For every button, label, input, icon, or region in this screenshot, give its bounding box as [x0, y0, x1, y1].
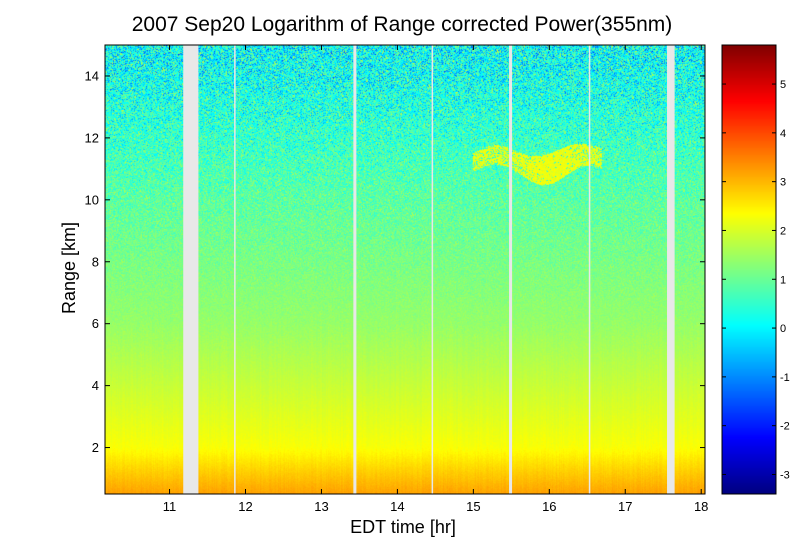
data-gap [588, 45, 591, 494]
y-tick-label: 6 [92, 316, 99, 331]
data-gap [667, 45, 675, 494]
y-axis-label: Range [km] [59, 222, 79, 314]
y-tick-label: 14 [85, 68, 99, 83]
colorbar-tick-label: 2 [780, 225, 786, 237]
x-tick-label: 16 [542, 499, 556, 514]
colorbar-tick-label: -1 [780, 372, 790, 384]
colorbar-tick-label: 0 [780, 323, 786, 335]
colorbar-tick-label: 4 [780, 128, 786, 140]
x-tick-label: 15 [466, 499, 480, 514]
colorbar: -3 -2 -1 0 1 2 3 4 5 [721, 44, 790, 495]
data-gap [431, 45, 434, 494]
colorbar-tick-label: -3 [780, 469, 790, 481]
y-tick-label: 8 [92, 254, 99, 269]
colorbar-ticks: -3 -2 -1 0 1 2 3 4 5 [722, 79, 790, 481]
x-tick-label: 13 [314, 499, 328, 514]
heatmap-plot: 11 12 13 14 15 16 17 18 2 4 6 8 10 12 14 [85, 44, 708, 514]
x-tick-label: 12 [238, 499, 252, 514]
y-tick-label: 10 [85, 192, 99, 207]
x-tick-label: 17 [618, 499, 632, 514]
data-gap [183, 45, 199, 494]
colorbar-image [722, 45, 776, 494]
colorbar-tick-label: -2 [780, 421, 790, 433]
colorbar-tick-label: 3 [780, 177, 786, 189]
plot-frame [104, 44, 706, 495]
data-gap [234, 45, 236, 494]
data-gaps [183, 45, 675, 494]
colorbar-tick-label: 1 [780, 274, 786, 286]
x-tick-label: 11 [163, 499, 177, 514]
colorbar-tick-label: 5 [780, 79, 786, 91]
y-axis-ticks: 2 4 6 8 10 12 14 [85, 68, 705, 455]
colorbar-frame [721, 44, 777, 495]
y-tick-label: 2 [92, 440, 99, 455]
chart-title: 2007 Sep20 Logarithm of Range corrected … [132, 13, 672, 36]
data-gap [353, 45, 357, 494]
x-tick-label: 18 [694, 499, 708, 514]
data-gap [509, 45, 513, 494]
x-axis-label: EDT time [hr] [350, 517, 456, 537]
y-tick-label: 4 [92, 378, 99, 393]
heatmap-image [105, 45, 705, 494]
x-axis-ticks: 11 12 13 14 15 16 17 18 [163, 45, 708, 514]
y-tick-label: 12 [85, 130, 99, 145]
x-tick-label: 14 [390, 499, 404, 514]
